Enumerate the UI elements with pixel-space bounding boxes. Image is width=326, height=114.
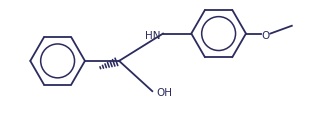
- Text: HN: HN: [144, 30, 160, 40]
- Text: OH: OH: [156, 87, 172, 97]
- Text: O: O: [261, 30, 270, 40]
